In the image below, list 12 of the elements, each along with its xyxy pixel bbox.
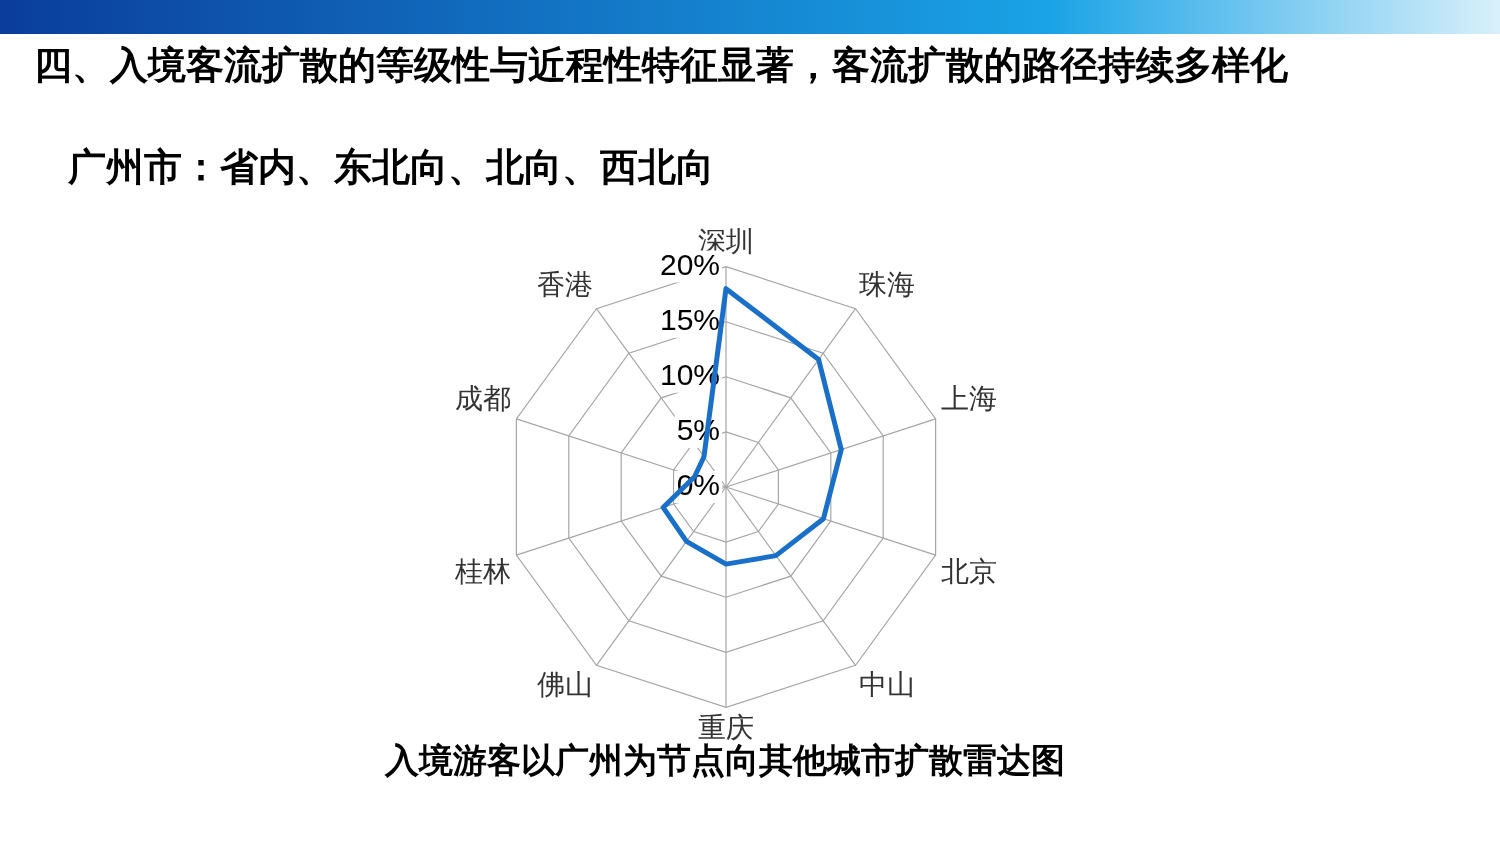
spoke-label: 成都 [454, 381, 511, 415]
chart-title: 四、入境客流扩散的等级性与近程性特征显著，客流扩散的路径持续多样化 [34, 42, 1288, 89]
chart-subtitle: 广州市：省内、东北向、北向、西北向 [68, 144, 714, 191]
spoke-label: 桂林 [453, 555, 511, 589]
spoke-label: 珠海 [859, 268, 916, 302]
spoke-label: 佛山 [536, 668, 593, 702]
spoke-label: 上海 [941, 381, 998, 415]
spoke-label: 香港 [536, 268, 593, 302]
y-tick-label: 15% [659, 302, 720, 336]
text: 入境游客以广州为节点向其他城市扩散雷达图 [384, 740, 1066, 782]
spoke-label: 北京 [941, 555, 998, 589]
spoke-label: 中山 [859, 668, 916, 702]
